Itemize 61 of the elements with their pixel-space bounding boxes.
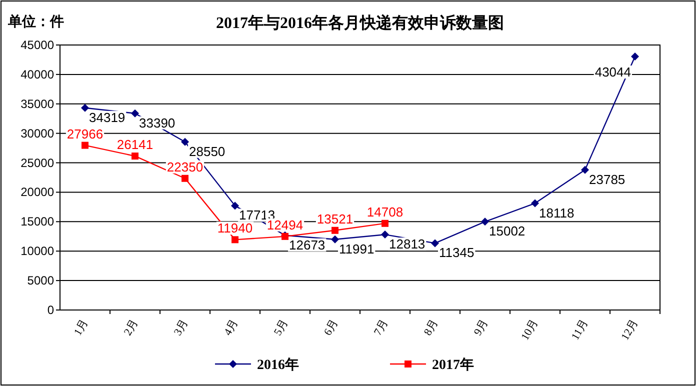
point <box>331 235 339 244</box>
y-tick-label: 10000 <box>20 244 54 258</box>
x-tick-label: 12月 <box>619 318 641 343</box>
data-label: 14708 <box>366 204 404 220</box>
point <box>481 218 489 226</box>
x-tick-label: 5月 <box>272 318 291 338</box>
x-tick-label: 9月 <box>472 318 491 338</box>
data-label: 22350 <box>166 159 204 174</box>
point <box>431 239 439 248</box>
data-label: 26141 <box>116 137 154 152</box>
x-tick-label: 8月 <box>422 318 441 338</box>
point <box>382 220 388 227</box>
point <box>231 202 239 210</box>
data-label: 28550 <box>189 144 226 159</box>
data-label: 11940 <box>217 220 253 236</box>
y-tick-label: 20000 <box>20 185 54 200</box>
x-tick-label: 6月 <box>322 318 341 338</box>
data-label: 12813 <box>389 236 426 252</box>
chart-title: 2017年与2016年各月快递有效申诉数量图 <box>216 14 504 32</box>
data-label: 12673 <box>289 237 326 252</box>
data-label: 43044 <box>594 64 631 80</box>
legend-label: 2017年 <box>432 357 474 373</box>
point <box>81 104 89 112</box>
legend-label: 2016年 <box>257 357 299 373</box>
y-tick-label: 0 <box>47 303 54 317</box>
point <box>182 174 188 182</box>
x-tick-label: 1月 <box>72 318 91 338</box>
data-label: 11991 <box>339 241 374 256</box>
point <box>82 142 88 149</box>
x-tick-label: 11月 <box>569 318 591 342</box>
data-label: 27966 <box>66 126 104 142</box>
point <box>531 199 539 208</box>
point <box>332 226 338 234</box>
y-tick-label: 5000 <box>27 274 54 288</box>
data-label: 12494 <box>266 217 304 232</box>
data-label: 23785 <box>589 172 626 187</box>
data-label: 33390 <box>139 115 176 130</box>
y-tick-label: 25000 <box>20 156 54 170</box>
y-axis-title: 单位：件 <box>7 14 64 30</box>
y-tick-label: 40000 <box>20 67 54 82</box>
point <box>181 138 189 146</box>
point <box>631 52 639 61</box>
y-tick-label: 45000 <box>20 38 54 52</box>
x-tick-label: 3月 <box>172 318 191 338</box>
point <box>581 166 589 174</box>
y-tick-label: 35000 <box>20 96 54 111</box>
x-tick-label: 7月 <box>372 318 391 338</box>
y-tick-label: 15000 <box>20 214 54 229</box>
data-label: 15002 <box>489 224 526 239</box>
point <box>131 109 139 118</box>
point <box>232 236 238 244</box>
data-label: 18118 <box>539 205 574 220</box>
data-label: 13521 <box>316 211 354 226</box>
x-tick-label: 2月 <box>122 318 141 338</box>
point <box>381 230 389 239</box>
x-tick-label: 4月 <box>222 318 241 338</box>
x-tick-label: 10月 <box>519 318 541 343</box>
y-tick-label: 30000 <box>20 126 54 140</box>
data-label: 34319 <box>89 110 126 125</box>
data-label: 11345 <box>439 245 474 260</box>
point <box>132 152 138 160</box>
